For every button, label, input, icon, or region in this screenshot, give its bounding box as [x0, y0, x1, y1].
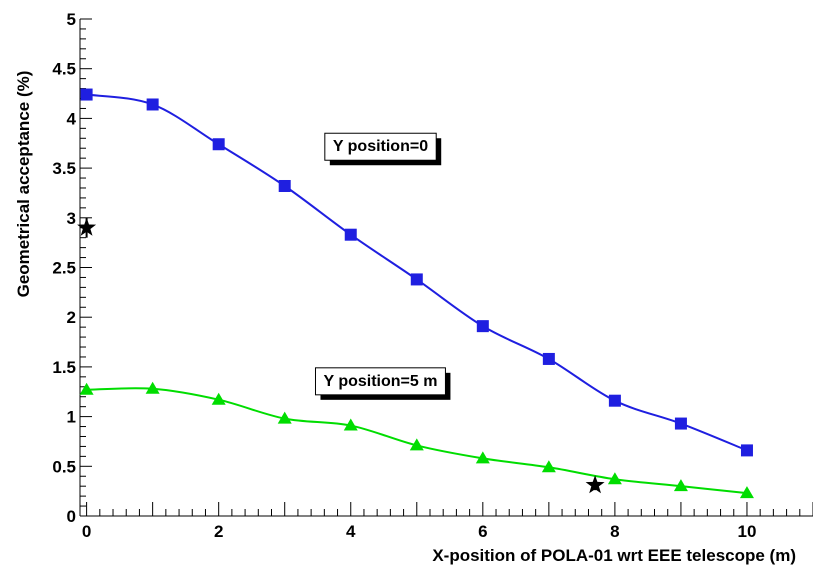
y-tick-label: 3.5 — [52, 159, 76, 178]
y-tick-label: 2 — [67, 308, 76, 327]
y-tick-label: 1.5 — [52, 358, 76, 377]
data-point-triangle — [673, 479, 688, 492]
legend-box: Y position=0 — [324, 132, 442, 166]
x-axis-ticks: 0 2 4 6 8 10 — [82, 502, 813, 541]
x-tick-label: 0 — [82, 522, 91, 541]
y-tick-label: 0.5 — [52, 457, 76, 476]
plot-area — [79, 19, 813, 517]
series-star — [77, 217, 605, 494]
data-point-star — [77, 217, 97, 236]
data-point-triangle — [277, 411, 292, 424]
series-layer — [77, 88, 754, 499]
data-point-square — [212, 138, 225, 151]
x-tick-label: 2 — [214, 522, 223, 541]
data-point-triangle — [343, 418, 358, 431]
data-point-triangle — [409, 438, 424, 451]
data-point-triangle — [541, 460, 556, 473]
y-tick-label: 0 — [67, 507, 76, 526]
y-tick-label: 2.5 — [52, 259, 76, 278]
y-axis-title: Geometrical acceptance (%) — [14, 71, 33, 298]
y-tick-label: 4.5 — [52, 60, 76, 79]
legend-box-frame — [314, 367, 446, 396]
data-point-square — [608, 394, 621, 407]
y-axis-ticks: 0 0.5 1 1.5 2 2.5 3 3.5 4 4.5 5 — [52, 10, 92, 526]
annotation-layer: Y position=0 Y position=5 m — [314, 132, 451, 400]
data-point-triangle — [79, 382, 94, 395]
data-point-triangle — [145, 381, 160, 394]
data-point-square — [278, 179, 291, 192]
data-point-triangle — [475, 451, 490, 464]
y-tick-label: 4 — [67, 109, 77, 128]
series-square — [80, 88, 753, 457]
x-tick-label: 4 — [346, 522, 356, 541]
y-tick-label: 5 — [67, 10, 76, 29]
data-point-square — [410, 273, 423, 286]
x-axis-title: X-position of POLA-01 wrt EEE telescope … — [432, 546, 796, 565]
data-point-square — [674, 417, 687, 430]
series-triangle — [79, 381, 754, 499]
data-point-square — [80, 88, 93, 101]
data-point-triangle — [211, 392, 226, 405]
x-tick-label: 10 — [738, 522, 757, 541]
data-point-square — [542, 352, 555, 365]
x-tick-label: 8 — [610, 522, 619, 541]
x-tick-label: 6 — [478, 522, 487, 541]
legend-box-frame — [324, 132, 437, 161]
data-point-square — [740, 444, 753, 457]
legend-box: Y position=5 m — [314, 367, 451, 400]
data-point-triangle — [739, 486, 754, 499]
data-point-square — [344, 228, 357, 241]
data-point-square — [146, 98, 159, 111]
y-tick-label: 1 — [67, 408, 76, 427]
data-point-square — [476, 320, 489, 333]
legend-text: Y position=0 — [333, 138, 428, 155]
data-point-star — [585, 475, 605, 494]
legend-text: Y position=5 m — [323, 373, 437, 390]
data-point-triangle — [607, 472, 622, 485]
y-tick-label: 3 — [67, 209, 76, 228]
